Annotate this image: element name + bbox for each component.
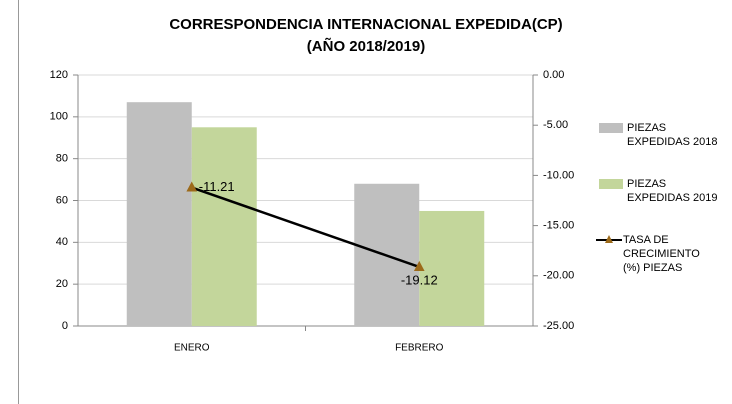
- legend-swatch: [599, 123, 623, 133]
- y2-tick-label: -25.00: [543, 320, 574, 332]
- y2-tick-label: -5.00: [543, 119, 568, 131]
- x-tick-label: ENERO: [174, 343, 210, 354]
- y2-tick-label: -10.00: [543, 169, 574, 181]
- y-tick-label: 60: [56, 194, 68, 206]
- line: [191, 186, 420, 269]
- y-tick-label: 120: [50, 69, 68, 81]
- data-label: -19.12: [401, 272, 438, 287]
- y2-tick-label: -15.00: [543, 220, 574, 232]
- bar: [191, 127, 257, 327]
- y2-tick-label: 0.00: [543, 69, 564, 81]
- legend-swatch: [599, 179, 623, 189]
- bar: [126, 102, 192, 326]
- y-tick-label: 80: [56, 153, 68, 165]
- data-label: -11.21: [199, 179, 235, 194]
- y-tick-label: 40: [56, 236, 68, 248]
- y-tick-label: 0: [62, 320, 68, 332]
- legend-marker: [605, 235, 613, 243]
- chart-subtitle: (AÑO 2018/2019): [307, 37, 425, 55]
- bar: [419, 210, 485, 326]
- legend-label: TASA DE CRECIMIENTO (%) PIEZAS: [623, 234, 700, 274]
- y-tick-label: 100: [50, 111, 68, 123]
- y2-tick-label: -20.00: [543, 270, 574, 282]
- legend-label: PIEZAS EXPEDIDAS 2019: [627, 178, 718, 204]
- marker: [186, 181, 198, 192]
- chart-title: CORRESPONDENCIA INTERNACIONAL EXPEDIDA(C…: [169, 16, 562, 33]
- y-tick-label: 20: [56, 278, 68, 290]
- legend-label: PIEZAS EXPEDIDAS 2018: [627, 122, 718, 148]
- x-tick-label: FEBRERO: [395, 343, 444, 354]
- marker: [413, 260, 425, 271]
